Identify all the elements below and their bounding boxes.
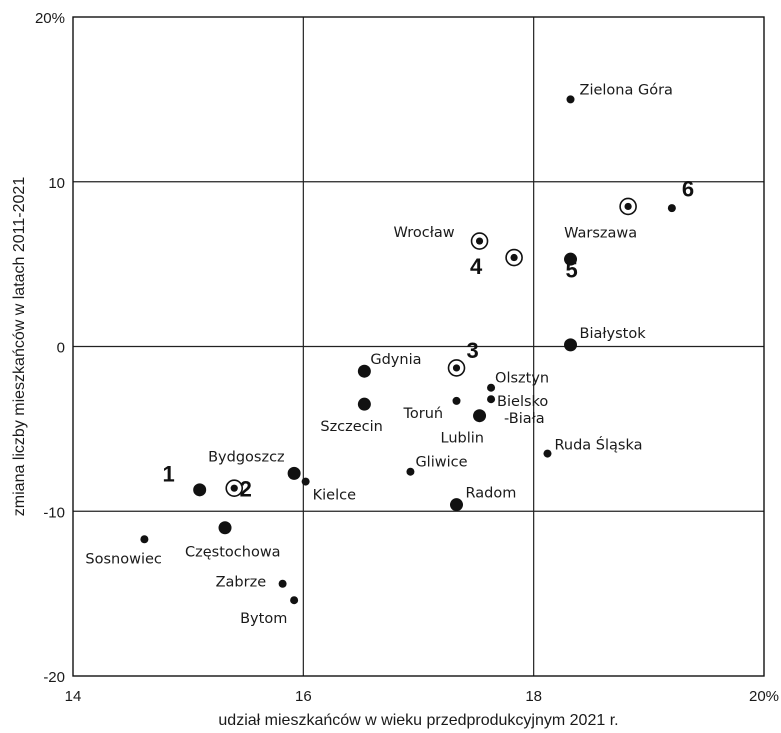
- data-point-ring-center: [510, 254, 517, 261]
- point-label: Częstochowa: [185, 545, 281, 561]
- data-point-small: [406, 468, 414, 476]
- point-label: Szczecin: [320, 419, 383, 435]
- data-point-large: [193, 483, 206, 496]
- data-point-large: [564, 338, 577, 351]
- point-label: Gliwice: [415, 455, 467, 471]
- data-point-small: [487, 384, 495, 392]
- x-tick-label: 14: [65, 688, 82, 705]
- y-tick-label: -10: [43, 504, 65, 521]
- data-point-ring: [472, 233, 488, 249]
- point-label: Lublin: [441, 431, 484, 447]
- group-number-label: 6: [682, 177, 694, 202]
- point-label: Kielce: [313, 488, 356, 504]
- data-point-small: [290, 596, 298, 604]
- data-point-ring-center: [476, 237, 483, 244]
- group-number-label: 1: [162, 462, 174, 487]
- point-label: Wrocław: [394, 225, 455, 241]
- point-label: Ruda Śląska: [554, 436, 642, 454]
- group-number-label: 4: [470, 254, 483, 279]
- data-points: [140, 95, 675, 604]
- data-point-small: [140, 535, 148, 543]
- grid-lines: [73, 17, 764, 676]
- data-point-ring: [506, 250, 522, 266]
- x-tick-label: 16: [295, 688, 312, 705]
- group-number-label: 5: [566, 257, 578, 282]
- x-tick-label: 18: [525, 688, 542, 705]
- data-point-small: [543, 450, 551, 458]
- point-label: Zabrze: [216, 575, 267, 591]
- data-point-small: [668, 204, 676, 212]
- x-axis-title: udział mieszkańców w wieku przedprodukcy…: [218, 712, 618, 729]
- data-point-large: [358, 365, 371, 378]
- data-point-ring: [620, 198, 636, 214]
- data-point-ring-center: [453, 364, 460, 371]
- y-tick-label: 20%: [35, 10, 65, 27]
- y-tick-labels: 20% 10 0 -10 -20: [35, 10, 65, 686]
- group-number-label: 3: [467, 338, 479, 363]
- point-label: Bydgoszcz: [208, 449, 285, 465]
- data-point-large: [473, 409, 486, 422]
- point-label: Sosnowiec: [85, 551, 161, 567]
- data-point-small: [487, 395, 495, 403]
- point-label: Olsztyn: [495, 371, 549, 387]
- data-point-large: [288, 467, 301, 480]
- data-point-ring-center: [231, 485, 238, 492]
- y-axis-title: zmiana liczby mieszkańców w latach 2011-…: [11, 177, 28, 517]
- point-label: Bytom: [240, 611, 287, 627]
- data-point-ring: [449, 360, 465, 376]
- point-labels: Zielona Góra Warszawa Wrocław Białystok Gdyn…: [85, 82, 673, 627]
- point-label: Radom: [466, 486, 517, 502]
- point-label: Zielona Góra: [580, 82, 673, 98]
- y-tick-label: 0: [57, 340, 65, 357]
- y-tick-label: -20: [43, 669, 65, 686]
- point-label: Toruń: [403, 406, 444, 422]
- data-point-large: [450, 498, 463, 511]
- data-point-small: [567, 95, 575, 103]
- data-point-small: [302, 478, 310, 486]
- data-point-small: [279, 580, 287, 588]
- data-point-ring-center: [625, 203, 632, 210]
- data-point-large: [219, 521, 232, 534]
- y-tick-label: 10: [48, 175, 65, 192]
- group-number-label: 2: [240, 476, 252, 501]
- data-point-small: [453, 397, 461, 405]
- x-tick-label: 20%: [749, 688, 779, 705]
- x-tick-labels: 14 16 18 20%: [65, 688, 779, 705]
- data-point-large: [358, 398, 371, 411]
- point-label: Gdynia: [370, 352, 421, 368]
- point-label: Białystok: [580, 326, 647, 342]
- point-label: Warszawa: [564, 225, 637, 241]
- point-label: Bielsko -Biała: [497, 394, 548, 427]
